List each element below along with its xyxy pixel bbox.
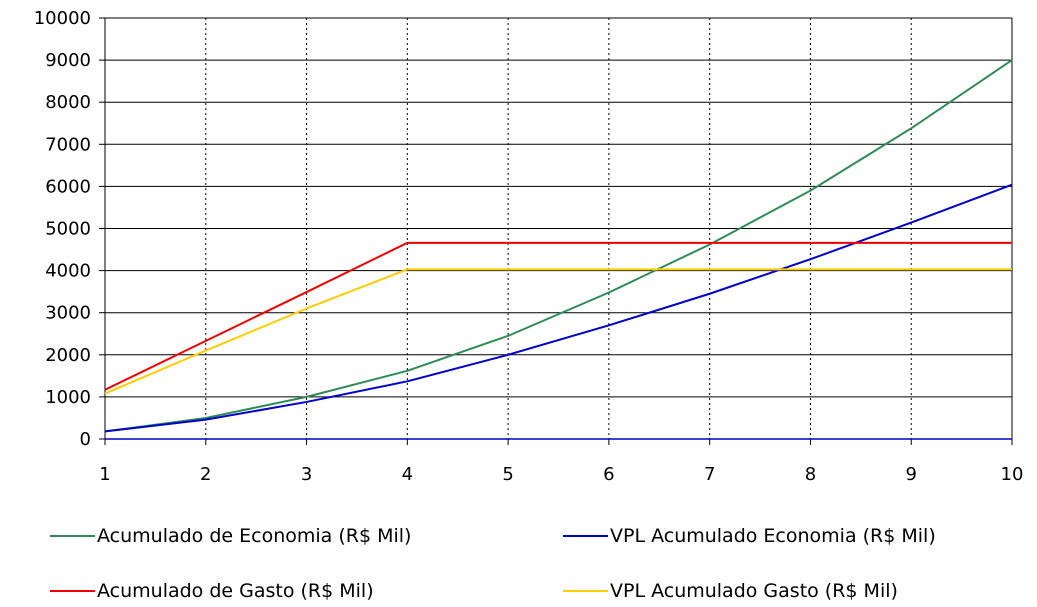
x-tick-label: 6 (603, 464, 614, 485)
x-tick-label: 10 (1001, 464, 1024, 485)
legend-label-0: Acumulado de Economia (R$ Mil) (97, 525, 411, 547)
x-tick-label: 7 (704, 464, 715, 485)
x-tick-label: 4 (402, 464, 413, 485)
x-tick-label: 8 (805, 464, 816, 485)
legend-label-2: Acumulado de Gasto (R$ Mil) (97, 580, 374, 602)
series-line-0 (104, 59, 1013, 433)
series-line-2 (104, 241, 1012, 391)
y-tick-label: 3000 (45, 303, 91, 324)
y-tick-label: 8000 (45, 92, 91, 113)
gridlines (105, 17, 1013, 440)
y-tick-label: 4000 (45, 261, 91, 282)
x-tick-label: 1 (99, 464, 110, 485)
axes: 0 1000 2000 3000 4000 5000 6000 7000 8000 9000 100… (34, 8, 1024, 485)
series-line-3 (104, 268, 1012, 395)
series-line-1 (104, 183, 1013, 433)
series-lines (104, 59, 1013, 433)
y-tick-label: 7000 (45, 134, 91, 155)
legend-label-1: VPL Acumulado Economia (R$ Mil) (610, 525, 936, 547)
y-tick-label: 9000 (45, 50, 91, 71)
y-tick-label: 5000 (45, 219, 91, 240)
y-tick-label: 1000 (45, 387, 91, 408)
x-tick-label: 5 (502, 464, 513, 485)
y-tick-label: 0 (80, 429, 91, 450)
x-tick-label: 2 (200, 464, 211, 485)
legend: Acumulado de Economia (R$ Mil) VPL Acumul… (50, 525, 936, 602)
x-tick-label: 3 (301, 464, 312, 485)
legend-label-3: VPL Acumulado Gasto (R$ Mil) (610, 580, 898, 602)
x-tick-label: 9 (905, 464, 916, 485)
y-tick-label: 6000 (45, 176, 91, 197)
y-tick-label: 2000 (45, 345, 91, 366)
y-tick-label: 10000 (34, 8, 91, 29)
